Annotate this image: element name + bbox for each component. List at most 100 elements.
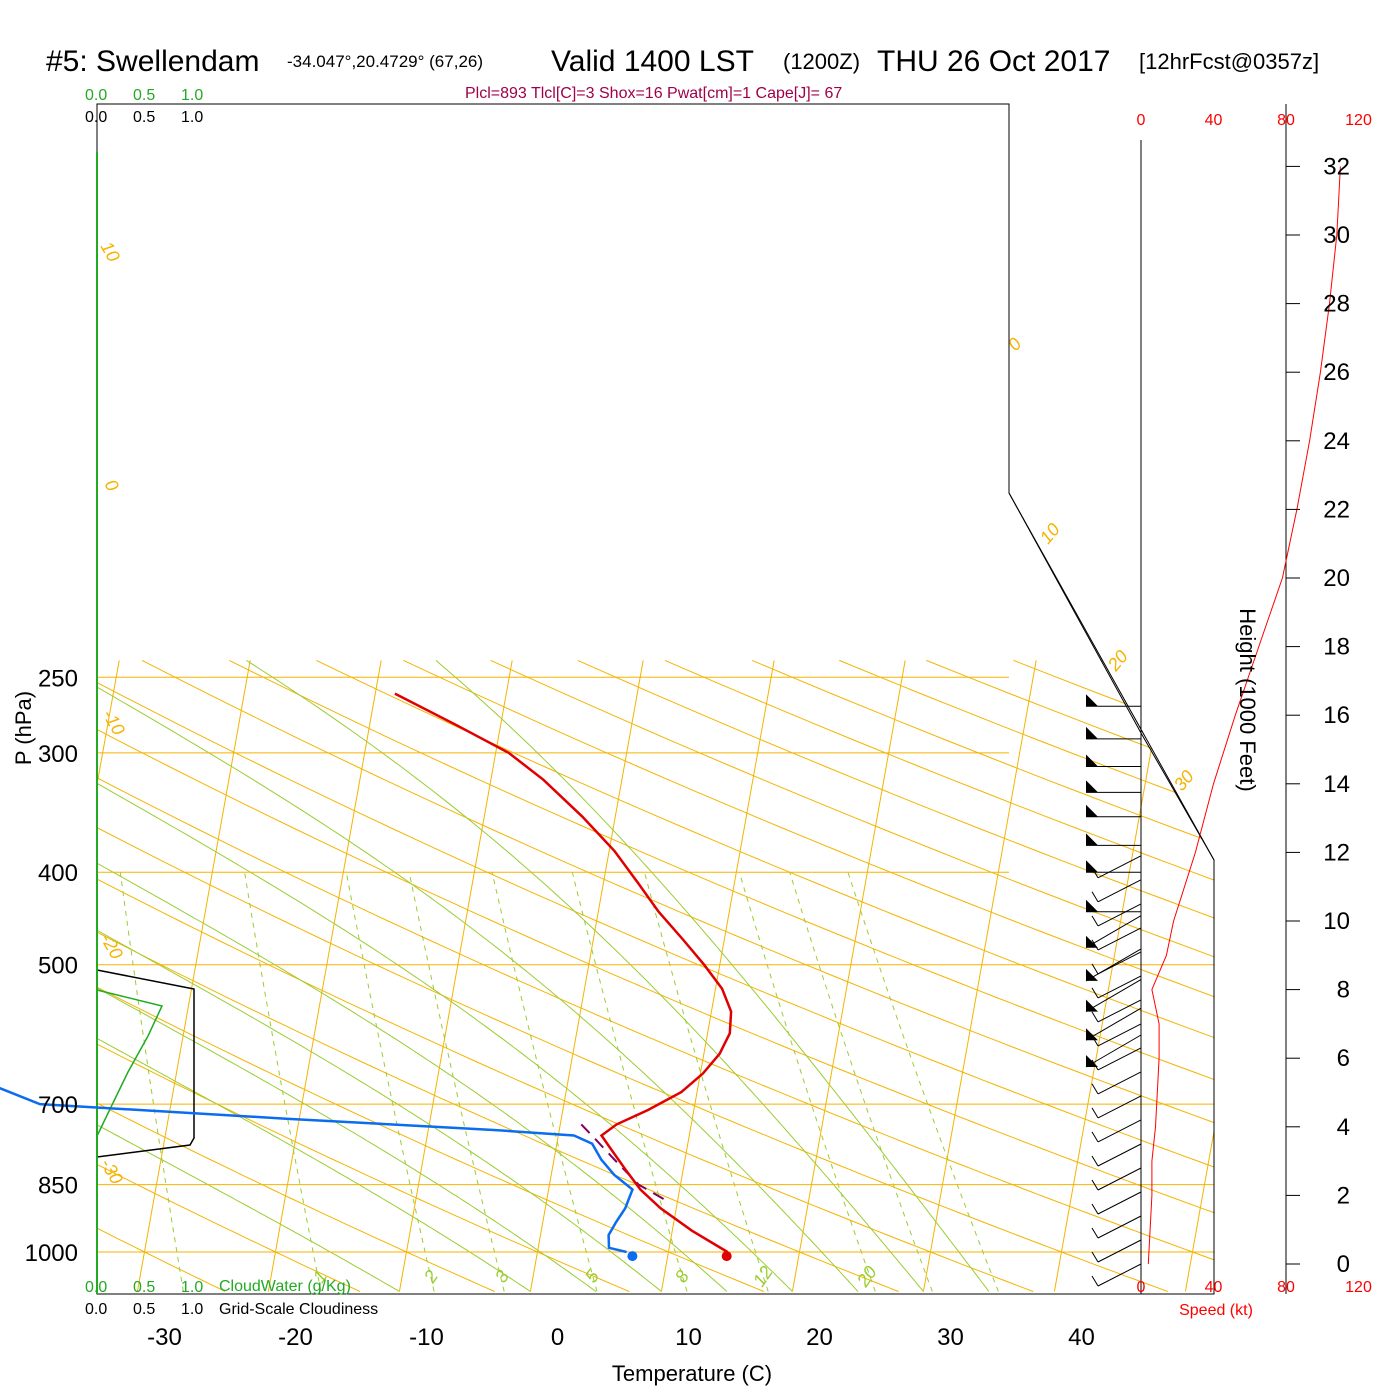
mixing-ratio-line <box>789 872 933 1292</box>
cloudwater-tick-bottom-1: 0.5 <box>133 1279 155 1296</box>
temperature-line <box>394 692 733 1254</box>
wind-barb <box>1097 1191 1142 1215</box>
moist-adiabat <box>97 659 662 1292</box>
temperature-surface-point <box>721 1251 732 1262</box>
dry-adiabat <box>839 659 1214 1292</box>
temperature-tick-label: 40 <box>1068 1324 1095 1351</box>
temperature-tick-label: 20 <box>806 1324 833 1351</box>
wind-barb <box>1097 1167 1142 1191</box>
cloudwater-line <box>96 989 164 1137</box>
isotherm <box>529 660 644 1292</box>
dry-adiabat <box>229 659 1214 1292</box>
temperature-tick-label: 10 <box>675 1324 702 1351</box>
wind-barb-flag <box>1091 1179 1099 1191</box>
temperature-tick-label: -10 <box>409 1324 444 1351</box>
wind-barb <box>1097 1239 1142 1263</box>
pressure-ticks: 250 300 400 500 700 850 1000 <box>25 665 78 1267</box>
wind-barb-pennant <box>1086 1028 1098 1041</box>
dry-adiabat <box>97 659 630 1292</box>
dry-adiabat <box>664 659 1214 1292</box>
cloudiness-tick-bottom-2: 1.0 <box>181 1301 203 1318</box>
wind-barb <box>1085 915 1142 949</box>
temperature-tick-label: -20 <box>278 1324 313 1351</box>
moist-adiabat-label: 10 <box>1036 519 1064 547</box>
speed-tick-label: 80 <box>1277 1279 1295 1296</box>
wind-speed-profile <box>1147 166 1341 1265</box>
cloudwater-tick-top-1: 0.5 <box>133 87 155 104</box>
mixing-ratio-line <box>491 872 598 1292</box>
dry-adiabat <box>97 659 1168 1292</box>
temperature-ticks: -30 -20 -10 0 10 20 30 40 <box>147 1324 1095 1351</box>
wind-barb-flag <box>1091 1203 1099 1215</box>
moist-adiabat <box>97 659 597 1292</box>
height-tick-label: 28 <box>1323 291 1350 318</box>
height-tick-label: 10 <box>1323 908 1350 935</box>
mixing-ratio-label: 20 <box>852 1262 880 1291</box>
dry-adiabat <box>316 659 1214 1292</box>
wind-barb-pennant <box>1086 860 1098 873</box>
speed-tick-label: 120 <box>1345 1279 1372 1296</box>
cloudiness-legend-label: Grid-Scale Cloudiness <box>219 1301 378 1318</box>
moist-adiabat <box>97 659 400 1292</box>
cloudiness-tick-top-2: 1.0 <box>181 109 203 126</box>
wind-barb <box>1097 1215 1142 1239</box>
cloudiness-tick-top-0: 0.0 <box>85 109 107 126</box>
dry-adiabat <box>97 659 1214 1292</box>
dry-adiabat <box>97 659 764 1292</box>
wind-barb-flag <box>1091 1107 1099 1119</box>
isotherm-lines <box>97 660 1214 1292</box>
dry-adiabat <box>97 660 226 1292</box>
wind-barb <box>1085 1007 1142 1041</box>
isotherm <box>1053 660 1168 1292</box>
valid-time: Valid 1400 LST <box>551 45 754 78</box>
moist-adiabat <box>435 660 990 1292</box>
height-tick-label: 20 <box>1323 565 1350 592</box>
isotherm <box>660 660 775 1292</box>
cloudwater-tick-top-0: 0.0 <box>85 87 107 104</box>
wind-barb-flag <box>1091 963 1099 975</box>
mixing-ratio-label: 8 <box>671 1267 693 1287</box>
wind-barb <box>1097 855 1142 879</box>
moist-adiabat <box>246 659 924 1292</box>
dry-adiabat-label: -10 <box>99 706 129 739</box>
height-tick-label: 24 <box>1323 428 1350 455</box>
y-axis-title: P (hPa) <box>11 691 36 765</box>
moist-adiabat-label: 0 <box>1004 334 1026 355</box>
height-tick-label: 6 <box>1337 1045 1350 1072</box>
height-axis-title: Height (1000 Feet) <box>1235 608 1260 791</box>
cloudwater-tick-bottom-0: 0.0 <box>85 1279 107 1296</box>
height-tick-label: 32 <box>1323 153 1350 180</box>
wind-barb <box>1097 1263 1142 1287</box>
mixing-ratio-line <box>345 872 435 1292</box>
cloudwater-legend-label: CloudWater (g/Kg) <box>219 1278 351 1295</box>
height-tick-label: 0 <box>1337 1251 1350 1278</box>
wind-barb-pennant <box>1086 754 1098 767</box>
pressure-tick-label: 850 <box>38 1173 78 1200</box>
dry-adiabat <box>97 659 1214 1292</box>
wind-barb-pennant <box>1086 804 1098 817</box>
pressure-tick-label: 700 <box>38 1092 78 1119</box>
dry-adiabat <box>577 659 1214 1292</box>
wind-barb <box>1085 948 1142 982</box>
height-tick-label: 4 <box>1337 1114 1350 1141</box>
speed-tick-label: 0 <box>1137 112 1146 129</box>
wind-barb-pennant <box>1086 968 1098 981</box>
isotherm <box>922 660 1037 1292</box>
mixing-ratio-line <box>244 872 322 1292</box>
dry-adiabat <box>97 659 899 1292</box>
isotherm <box>1184 660 1214 1292</box>
dry-adiabat <box>97 659 495 1292</box>
wind-barb-flag <box>1091 1227 1099 1239</box>
speed-ticks-top: 0 40 80 120 <box>1137 112 1372 129</box>
speed-axis-title: Speed (kt) <box>1179 1302 1253 1319</box>
wind-barb <box>1097 999 1142 1023</box>
isotherm <box>136 660 251 1292</box>
cloudiness-line <box>96 969 195 1158</box>
dry-adiabat <box>926 659 1214 1292</box>
height-tick-label: 14 <box>1323 771 1350 798</box>
wind-barb-pennant <box>1086 1055 1098 1067</box>
wind-barb-pennant <box>1086 999 1098 1012</box>
dry-adiabat <box>1187 659 1214 1292</box>
